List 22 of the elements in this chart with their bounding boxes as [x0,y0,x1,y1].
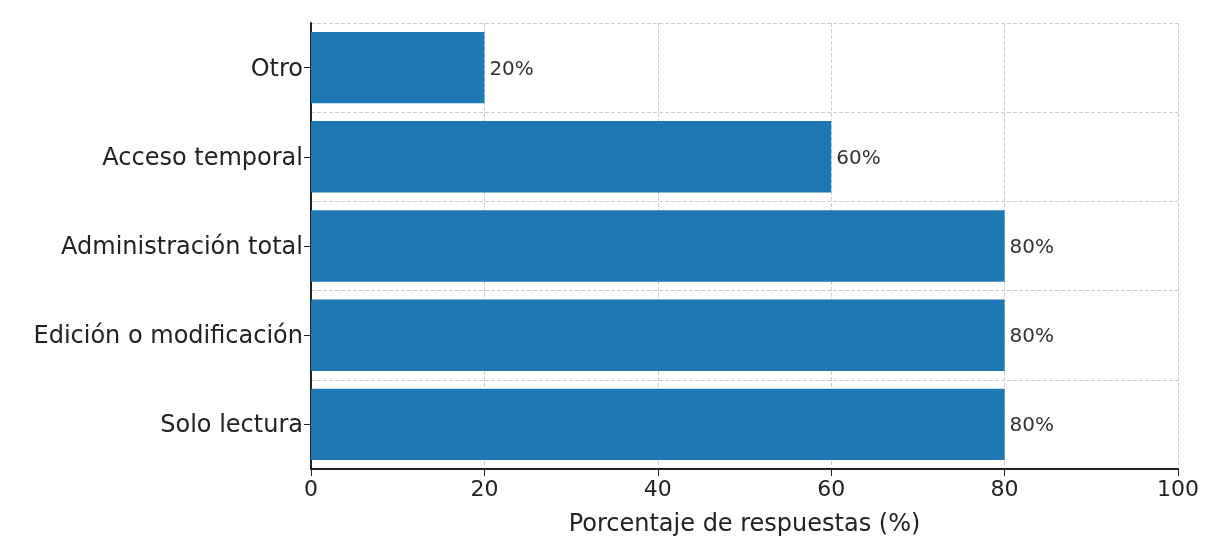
x-tick-label: 80 [990,475,1019,501]
y-tick-label: Otro [250,53,303,82]
data-label: 80% [1009,323,1055,348]
x-tick-label: 100 [1157,475,1199,501]
x-tick-label: 0 [304,475,318,501]
y-tick-label: Acceso temporal [102,142,303,171]
bar [311,121,832,193]
bar [311,299,1005,371]
data-label: 80% [1009,412,1055,437]
x-axis-title: Porcentaje de respuestas (%) [568,509,921,537]
data-label: 60% [836,144,881,169]
y-tick-label: Administración total [61,232,303,260]
bar [311,388,1005,461]
data-label: 80% [1009,234,1055,258]
bar [311,210,1005,282]
y-tick-label: Solo lectura [160,410,303,439]
y-tick-label: Edición o modificación [33,321,303,350]
x-tick-label: 40 [643,475,672,501]
x-tick-label: 20 [470,475,499,501]
x-tick-label: 60 [817,475,846,501]
data-label: 20% [489,55,534,80]
bar [311,31,485,104]
